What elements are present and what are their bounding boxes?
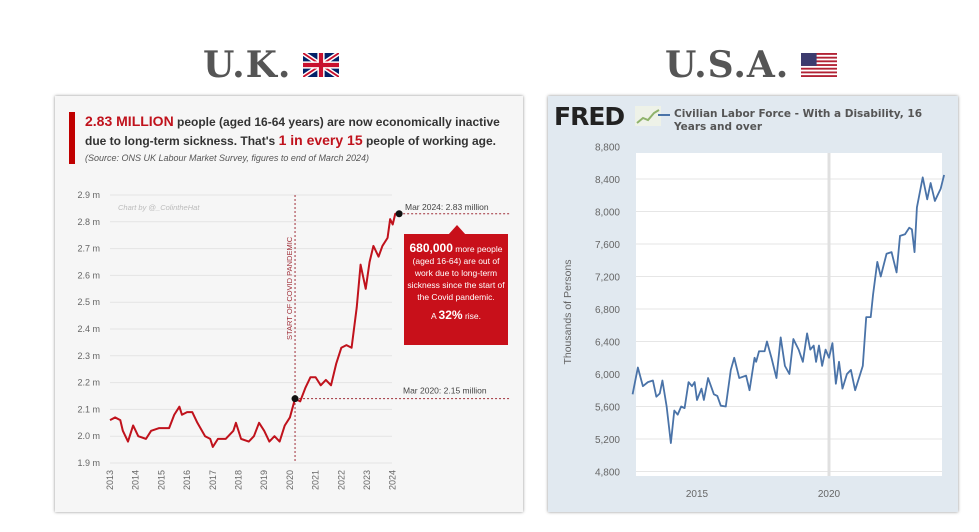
- us-flag-icon: [801, 53, 838, 77]
- y-axis-label: Thousands of Persons: [562, 259, 574, 364]
- covid-start-label: START OF COVID PANDEMIC: [285, 236, 294, 340]
- fred-chart-icon: [635, 106, 661, 126]
- x-tick-label: 2019: [259, 470, 269, 490]
- chart-credit: Chart by @_ColintheHat: [118, 203, 200, 212]
- x-tick-label: 2013: [105, 470, 115, 490]
- y-tick-label: 5,200: [595, 435, 620, 446]
- y-tick-label: 6,800: [595, 305, 620, 316]
- uk-headline-block: 2.83 MILLION people (aged 16-64 years) a…: [69, 112, 513, 164]
- y-tick-label: 8,800: [595, 143, 620, 154]
- x-tick-label: 2015: [686, 489, 709, 500]
- callout-rise-suffix: rise.: [462, 311, 481, 321]
- plot-area: [636, 153, 942, 476]
- y-tick-label: 8,000: [595, 208, 620, 219]
- x-tick-label: 2023: [362, 470, 372, 490]
- usa-title-text: U.S.A.: [665, 44, 790, 86]
- x-tick-label: 2022: [336, 470, 346, 490]
- y-tick-label: 2.0 m: [77, 431, 100, 441]
- uk-title: U.K.: [203, 44, 340, 86]
- uk-chart-panel: 2.83 MILLION people (aged 16-64 years) a…: [55, 96, 523, 512]
- mar-2024-point: [395, 210, 403, 218]
- y-tick-label: 2.4 m: [77, 324, 100, 334]
- y-tick-label: 6,000: [595, 370, 620, 381]
- y-tick-label: 2.6 m: [77, 270, 100, 280]
- y-tick-label: 7,200: [595, 273, 620, 284]
- callout-number: 680,000: [409, 241, 453, 255]
- uk-source-note: (Source: ONS UK Labour Market Survey, fi…: [85, 153, 369, 163]
- callout-text: more people (aged 16-64) are out of work…: [407, 244, 505, 302]
- y-tick-label: 2.2 m: [77, 378, 100, 388]
- headline-highlight-count: 2.83 MILLION: [85, 113, 174, 129]
- headline-text-end: people of working age.: [362, 134, 496, 148]
- mar-2020-point: [291, 395, 299, 403]
- uk-chart: 1.9 m 2.0 m 2.1 m 2.2 m 2.3 m 2.4 m 2.5 m 2.6 m…: [77, 190, 510, 490]
- y-tick-label: 2.1 m: [77, 404, 100, 414]
- callout-rise-value: 32%: [438, 308, 463, 322]
- uk-flag-icon: [303, 53, 340, 77]
- headline-highlight-ratio: 1 in every 15: [278, 132, 363, 148]
- y-tick-label: 2.3 m: [77, 351, 100, 361]
- us-legend: Civilian Labor Force - With a Disability…: [674, 108, 922, 133]
- mar-2024-label: Mar 2024: 2.83 million: [405, 202, 489, 212]
- uk-series-line: [109, 212, 400, 448]
- y-tick-label: 7,600: [595, 240, 620, 251]
- usa-title: U.S.A.: [665, 44, 838, 86]
- x-tick-label: 2015: [156, 470, 166, 490]
- callout-rise-prefix: A: [430, 311, 439, 321]
- callout-box: 680,000 more people (aged 16-64) are out…: [404, 225, 508, 345]
- us-series-line: [631, 174, 945, 444]
- fred-logo: FRED: [554, 102, 625, 131]
- y-tick-label: 2.7 m: [77, 244, 100, 254]
- x-tick-label: 2024: [388, 470, 398, 490]
- uk-title-text: U.K.: [203, 44, 292, 86]
- y-tick-label: 2.8 m: [77, 217, 100, 227]
- x-tick-label: 2018: [234, 470, 244, 490]
- x-tick-label: 2020: [285, 470, 295, 490]
- x-tick-label: 2014: [131, 470, 141, 490]
- x-tick-label: 2021: [311, 470, 321, 490]
- y-tick-label: 1.9 m: [77, 458, 100, 468]
- y-tick-label: 8,400: [595, 175, 620, 186]
- mar-2020-label: Mar 2020: 2.15 million: [403, 386, 487, 396]
- us-chart: 4,800 5,200 5,600 6,000 6,400 6,800 7,200 7,600…: [562, 143, 945, 500]
- uk-headline: 2.83 MILLION people (aged 16-64 years) a…: [85, 112, 513, 150]
- y-tick-label: 2.5 m: [77, 297, 100, 307]
- y-tick-label: 2.9 m: [77, 190, 100, 200]
- headline-text: people (aged 16-64 years) are now econom…: [85, 115, 500, 148]
- legend-swatch: [658, 114, 670, 116]
- x-tick-label: 2017: [208, 470, 218, 490]
- x-tick-label: 2020: [818, 489, 841, 500]
- y-tick-label: 4,800: [595, 468, 620, 479]
- y-tick-label: 5,600: [595, 403, 620, 414]
- x-tick-label: 2016: [182, 470, 192, 490]
- y-tick-label: 6,400: [595, 338, 620, 349]
